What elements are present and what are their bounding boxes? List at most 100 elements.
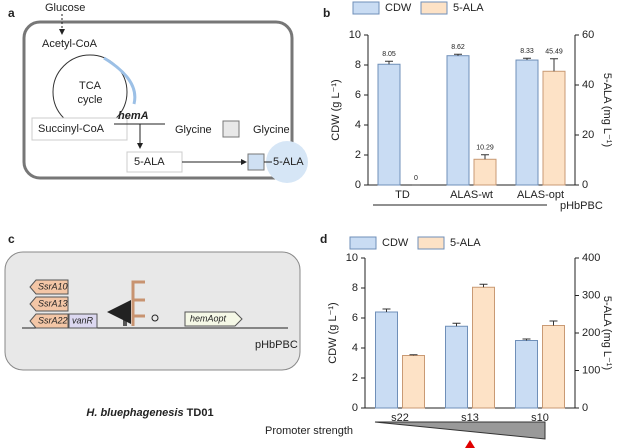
- legend-swatch: [352, 1, 380, 15]
- diagram-a: a Glucose Acetyl-CoA TCA cycle Succinyl-…: [8, 2, 308, 183]
- footer-label: Promoter strength: [265, 425, 353, 437]
- label: Succinyl-CoA: [38, 123, 105, 135]
- error-bar: [481, 154, 489, 160]
- bar: [515, 59, 539, 186]
- bar: [377, 63, 401, 186]
- box: [31, 117, 128, 141]
- error-bar: [549, 320, 558, 326]
- gene: [29, 296, 69, 312]
- panel-label: a: [8, 6, 15, 20]
- y-tick-label: 0: [355, 179, 361, 191]
- legend-swatch: [349, 236, 377, 250]
- error-bar: [382, 308, 391, 312]
- y-tick-label: 10: [349, 29, 361, 41]
- panel-label: c: [8, 232, 15, 246]
- promoter: [131, 280, 145, 326]
- gene-label: hemAopt: [190, 313, 227, 323]
- x-tick-label: s10: [531, 412, 549, 424]
- terminator: [151, 314, 159, 322]
- panel-label: b: [323, 6, 330, 20]
- error-bar: [385, 60, 393, 65]
- y-tick-label: 0: [352, 402, 358, 414]
- x-tick-label: ALAS-opt: [517, 189, 564, 201]
- label: pHbPBC: [255, 339, 298, 351]
- value-label: 8.62: [451, 44, 465, 51]
- gene-label: vanR: [72, 315, 94, 325]
- legend-swatch: [417, 236, 445, 250]
- y-tick-label: 2: [355, 149, 361, 161]
- error-bar: [454, 53, 462, 56]
- y-tick-label: 6: [355, 89, 361, 101]
- value-label: 8.33: [520, 48, 534, 55]
- label: Glycine: [175, 124, 212, 136]
- bar: [473, 158, 497, 186]
- label: Acetyl-CoA: [42, 38, 98, 50]
- gene-label: SsrA10: [38, 281, 68, 291]
- x-tick-label: TD: [395, 189, 410, 201]
- gene: [29, 313, 69, 329]
- bar: [446, 55, 470, 186]
- bar: [542, 325, 565, 409]
- y-axis-title: CDW (g L⁻¹): [330, 79, 342, 140]
- bar: [402, 355, 425, 409]
- y2-axis-title: 5-ALA (mg L⁻¹): [601, 73, 613, 147]
- cell: [22, 20, 294, 180]
- value-label: 45.49: [545, 49, 563, 56]
- y2-tick-label: 20: [582, 129, 594, 141]
- organism: H. bluephagenesis: [86, 407, 183, 419]
- value-label: 0: [414, 175, 418, 182]
- y2-tick-label: 200: [582, 327, 600, 339]
- y2-tick-label: 0: [582, 402, 588, 414]
- strength-wedge: [374, 421, 546, 440]
- bar: [542, 70, 566, 186]
- x-tick-label: s13: [461, 412, 479, 424]
- group-label: pHbPBC: [560, 200, 603, 212]
- error-bar: [522, 338, 531, 341]
- legend-label: CDW: [385, 2, 412, 14]
- gene: [68, 313, 98, 329]
- transporter: [247, 153, 265, 171]
- y2-tick-label: 400: [582, 252, 600, 264]
- cell: [4, 251, 301, 371]
- y2-tick-label: 300: [582, 289, 600, 301]
- label: 5-ALA: [134, 156, 165, 168]
- error-bar: [479, 283, 488, 288]
- y2-tick-label: 60: [582, 29, 594, 41]
- bar: [472, 286, 495, 409]
- marker: [465, 440, 475, 448]
- error-bar: [452, 322, 461, 327]
- y-tick-label: 6: [352, 312, 358, 324]
- label: 5-ALA: [273, 156, 304, 168]
- y2-tick-label: 100: [582, 364, 600, 376]
- value-label: 10.29: [476, 145, 494, 152]
- panel-label: d: [320, 232, 327, 246]
- x-tick-label: s22: [391, 412, 409, 424]
- gene: [29, 279, 69, 295]
- y-tick-label: 4: [352, 342, 358, 354]
- gene-label: hemA: [118, 110, 149, 122]
- y-axis-title: CDW (g L⁻¹): [327, 302, 339, 363]
- legend-label: 5-ALA: [453, 2, 484, 14]
- y-tick-label: 10: [346, 252, 358, 264]
- organism-label: H. bluephagenesis TD01: [86, 407, 213, 419]
- y-tick-label: 2: [352, 372, 358, 384]
- legend-swatch: [420, 1, 448, 15]
- product-circle: [266, 141, 308, 183]
- y2-tick-label: 40: [582, 79, 594, 91]
- value-label: 8.05: [382, 51, 396, 58]
- inhibit: [103, 56, 137, 105]
- y2-tick-label: 0: [582, 179, 588, 191]
- label: Glucose: [45, 2, 85, 14]
- y-tick-label: 4: [355, 119, 361, 131]
- promoter: [107, 300, 131, 326]
- gene-label: SsrA22: [38, 315, 68, 325]
- label: Glycine: [253, 124, 290, 136]
- y-tick-label: 8: [352, 282, 358, 294]
- legend-label: CDW: [382, 237, 409, 249]
- strain: TD01: [184, 407, 214, 419]
- error-bar: [550, 58, 558, 72]
- gene: [184, 311, 243, 327]
- bar: [515, 340, 538, 409]
- error-bar: [523, 57, 531, 61]
